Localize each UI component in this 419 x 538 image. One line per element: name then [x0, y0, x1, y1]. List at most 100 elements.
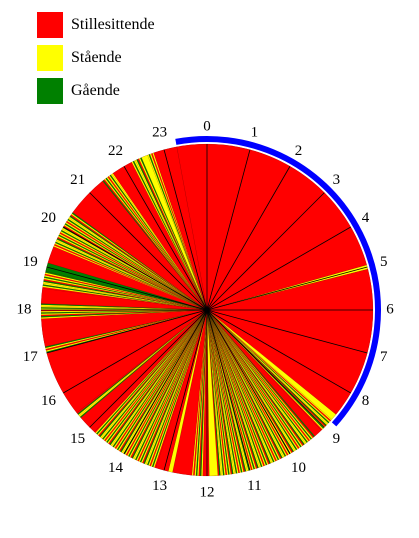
hour-spoke: [206, 309, 251, 471]
hour-spoke: [206, 309, 325, 428]
activity-slice-walking: [112, 309, 208, 448]
hour-spoke: [206, 226, 351, 311]
activity-slice-standing: [206, 309, 254, 470]
hour-label-19: 19: [23, 254, 38, 270]
activity-slice-sitting: [149, 309, 208, 467]
activity-slice-walking: [206, 309, 234, 475]
activity-slice-walking: [206, 309, 302, 448]
activity-slice-sitting: [206, 309, 265, 467]
activity-slice-sitting: [43, 279, 208, 311]
activity-slice-standing: [132, 309, 208, 460]
activity-slice-walking: [131, 309, 208, 459]
activity-slice-standing: [54, 242, 208, 311]
legend-label-walking: Gående: [71, 81, 120, 99]
activity-slice-standing: [150, 309, 208, 467]
activity-slice-standing: [206, 309, 248, 472]
activity-slice-standing: [206, 309, 313, 439]
activity-slice-standing: [117, 309, 208, 451]
activity-slice-walking: [206, 309, 312, 440]
hour-label-23: 23: [152, 125, 167, 141]
activity-slice-walking: [55, 241, 208, 311]
activity-slice-standing: [206, 309, 273, 464]
hour-label-6: 6: [386, 301, 394, 317]
hour-label-3: 3: [333, 172, 341, 188]
activity-slice-sitting: [103, 179, 208, 311]
activity-slice-walking: [206, 309, 327, 427]
hour-label-13: 13: [152, 478, 167, 494]
activity-slice-sitting: [206, 309, 240, 474]
activity-slice-walking: [206, 309, 330, 424]
activity-slice-walking: [206, 309, 294, 453]
activity-slice-walking: [206, 309, 255, 470]
activity-slice-walking: [96, 309, 208, 435]
activity-slice-sitting: [206, 309, 289, 456]
activity-slice-standing: [206, 309, 324, 430]
activity-slice-standing: [42, 285, 208, 311]
activity-slice-standing: [105, 309, 208, 443]
recorded-span-arc: [175, 136, 381, 427]
legend-item-standing: Stående: [37, 41, 155, 74]
activity-slice-walking: [206, 309, 298, 451]
activity-slice-sitting: [130, 309, 208, 459]
hour-label-11: 11: [247, 478, 261, 494]
activity-slice-standing: [145, 309, 208, 465]
activity-slice-standing: [111, 309, 208, 447]
activity-slice-sitting: [98, 309, 208, 437]
activity-slice-standing: [206, 309, 244, 473]
activity-slice-walking: [206, 309, 287, 457]
legend-swatch-sitting: [37, 11, 63, 38]
activity-slice-sitting: [54, 243, 208, 311]
activity-slice-standing: [138, 309, 208, 462]
recorded-span-arc-path: [175, 136, 381, 427]
activity-slice-walking: [116, 309, 208, 451]
activity-slice-standing: [107, 309, 208, 444]
activity-slice-sitting: [206, 309, 245, 473]
activity-slice-standing: [71, 213, 208, 311]
activity-slice-walking: [69, 215, 208, 311]
activity-slice-standing: [206, 309, 328, 426]
activity-slice-walking: [77, 309, 208, 415]
activity-slice-walking: [56, 238, 208, 311]
activity-slice-sitting: [206, 309, 323, 431]
activity-slice-sitting: [176, 143, 367, 311]
activity-slice-walking: [206, 309, 243, 473]
activity-slice-standing: [133, 309, 208, 460]
activity-slice-standing: [135, 159, 208, 311]
activity-slice-standing: [111, 173, 208, 311]
activity-slice-standing: [149, 153, 208, 311]
activity-slice-standing: [206, 309, 226, 476]
activity-slice-standing: [206, 309, 264, 467]
activity-slice-standing: [133, 160, 208, 311]
activity-slice-walking: [206, 309, 308, 443]
hour-spoke: [206, 192, 325, 311]
hour-spoke: [163, 309, 208, 471]
activity-slice-standing: [206, 309, 276, 462]
activity-slice-standing: [97, 309, 208, 436]
activity-slice-walking: [43, 280, 208, 311]
activity-slice-standing: [206, 309, 306, 445]
activity-slice-standing: [40, 309, 208, 315]
activity-slice-standing: [201, 309, 208, 477]
hour-label-7: 7: [380, 349, 388, 365]
activity-slice-walking: [206, 309, 305, 446]
activity-slice-walking: [44, 276, 208, 311]
activity-slice-standing: [44, 272, 208, 311]
activity-slice-standing: [206, 309, 303, 447]
legend-swatch-walking: [37, 77, 63, 104]
hour-spoke: [46, 266, 208, 311]
activity-slice-sitting: [40, 288, 208, 311]
activity-slice-walking: [206, 309, 283, 459]
activity-slice-standing: [95, 309, 208, 434]
activity-slice-standing: [206, 309, 262, 468]
activity-slice-sitting: [137, 158, 208, 311]
activity-slice-standing: [206, 309, 288, 457]
activity-slice-walking: [147, 309, 208, 466]
activity-slice-sitting: [104, 309, 208, 442]
activity-slice-sitting: [206, 309, 253, 471]
hour-spoke: [206, 266, 368, 311]
activity-slice-sitting: [206, 309, 270, 465]
activity-slice-sitting: [108, 309, 208, 445]
activity-slice-sitting: [46, 309, 208, 413]
activity-slice-standing: [101, 309, 208, 439]
